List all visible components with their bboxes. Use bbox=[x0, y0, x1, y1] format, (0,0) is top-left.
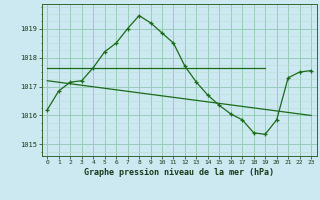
X-axis label: Graphe pression niveau de la mer (hPa): Graphe pression niveau de la mer (hPa) bbox=[84, 168, 274, 177]
